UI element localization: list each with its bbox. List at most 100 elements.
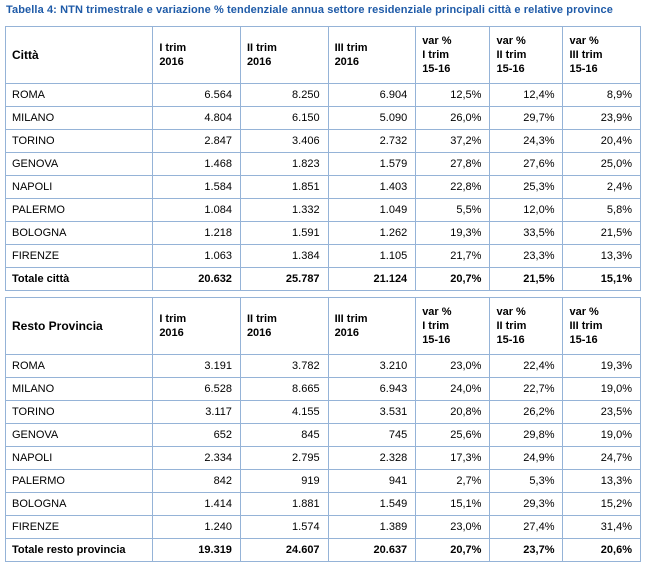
cell-value: 23,3% [489, 244, 564, 268]
row-label: NAPOLI [4, 446, 154, 470]
cell-value: 845 [239, 423, 329, 447]
cell-value: 29,3% [489, 492, 564, 516]
province-table: Resto Provincia I trim 2016 II trim 2016… [4, 297, 641, 562]
cell-value: 2,7% [415, 469, 491, 493]
cell-value: 21,5% [562, 221, 641, 245]
cell-value: 3.531 [327, 400, 417, 424]
total-value: 20.637 [327, 538, 417, 562]
cell-value: 24,9% [489, 446, 564, 470]
city-table: Città I trim 2016 II trim 2016 III trim … [4, 26, 641, 291]
table-caption: Tabella 4: NTN trimestrale e variazione … [6, 4, 613, 16]
header-var-ii-trim: var % II trim 15-16 [489, 297, 564, 355]
cell-value: 1.218 [152, 221, 241, 245]
cell-value: 1.384 [239, 244, 329, 268]
total-value: 20,6% [562, 538, 641, 562]
cell-value: 1.851 [239, 175, 329, 199]
cell-value: 3.210 [327, 354, 417, 378]
cell-value: 37,2% [415, 129, 491, 153]
cell-value: 3.117 [152, 400, 241, 424]
row-label: TORINO [4, 400, 154, 424]
cell-value: 1.389 [327, 515, 417, 539]
cell-value: 25,0% [562, 152, 641, 176]
cell-value: 1.591 [239, 221, 329, 245]
cell-value: 3.191 [152, 354, 241, 378]
cell-value: 19,0% [562, 423, 641, 447]
table-row: FIRENZE 1.240 1.574 1.389 23,0% 27,4% 31… [4, 515, 641, 539]
cell-value: 29,8% [489, 423, 564, 447]
total-value: 15,1% [562, 267, 641, 291]
header-i-trim-2016: I trim 2016 [152, 26, 241, 84]
row-label: MILANO [4, 106, 154, 130]
cell-value: 25,3% [489, 175, 564, 199]
cell-value: 26,2% [489, 400, 564, 424]
cell-value: 2,4% [562, 175, 641, 199]
header-resto-provincia: Resto Provincia [4, 297, 154, 355]
table-row: TORINO 3.117 4.155 3.531 20,8% 26,2% 23,… [4, 400, 641, 424]
row-label: FIRENZE [4, 515, 154, 539]
cell-value: 21,7% [415, 244, 491, 268]
header-var-iii-trim: var % III trim 15-16 [562, 26, 641, 84]
cell-value: 842 [152, 469, 241, 493]
header-iii-trim-2016: III trim 2016 [327, 26, 417, 84]
cell-value: 1.063 [152, 244, 241, 268]
header-var-ii-trim: var % II trim 15-16 [489, 26, 564, 84]
row-label: GENOVA [4, 152, 154, 176]
cell-value: 12,4% [489, 83, 564, 107]
total-row-resto-provincia: Totale resto provincia 19.319 24.607 20.… [4, 538, 641, 562]
cell-value: 1.823 [239, 152, 329, 176]
cell-value: 2.328 [327, 446, 417, 470]
cell-value: 26,0% [415, 106, 491, 130]
cell-value: 2.847 [152, 129, 241, 153]
cell-value: 20,4% [562, 129, 641, 153]
table-row: MILANO 4.804 6.150 5.090 26,0% 29,7% 23,… [4, 106, 641, 130]
table-row: NAPOLI 1.584 1.851 1.403 22,8% 25,3% 2,4… [4, 175, 641, 199]
cell-value: 5,3% [489, 469, 564, 493]
table-row: BOLOGNA 1.414 1.881 1.549 15,1% 29,3% 15… [4, 492, 641, 516]
cell-value: 12,5% [415, 83, 491, 107]
cell-value: 1.403 [327, 175, 417, 199]
cell-value: 2.795 [239, 446, 329, 470]
cell-value: 19,3% [415, 221, 491, 245]
total-value: 25.787 [239, 267, 329, 291]
cell-value: 23,0% [415, 354, 491, 378]
table-row: PALERMO 842 919 941 2,7% 5,3% 13,3% [4, 469, 641, 493]
table-row: NAPOLI 2.334 2.795 2.328 17,3% 24,9% 24,… [4, 446, 641, 470]
cell-value: 6.150 [239, 106, 329, 130]
total-label: Totale resto provincia [4, 538, 154, 562]
header-citta: Città [4, 26, 154, 84]
cell-value: 6.564 [152, 83, 241, 107]
header-i-trim-2016: I trim 2016 [152, 297, 241, 355]
total-value: 20,7% [415, 267, 491, 291]
row-label: ROMA [4, 83, 154, 107]
total-value: 24.607 [239, 538, 329, 562]
cell-value: 24,0% [415, 377, 491, 401]
header-ii-trim-2016: II trim 2016 [239, 297, 329, 355]
table-row: TORINO 2.847 3.406 2.732 37,2% 24,3% 20,… [4, 129, 641, 153]
cell-value: 23,9% [562, 106, 641, 130]
cell-value: 8.665 [239, 377, 329, 401]
total-value: 19.319 [152, 538, 241, 562]
city-table-header-row: Città I trim 2016 II trim 2016 III trim … [4, 26, 641, 84]
header-var-iii-trim: var % III trim 15-16 [562, 297, 641, 355]
row-label: ROMA [4, 354, 154, 378]
row-label: BOLOGNA [4, 492, 154, 516]
row-label: FIRENZE [4, 244, 154, 268]
total-value: 21,5% [489, 267, 564, 291]
cell-value: 1.049 [327, 198, 417, 222]
cell-value: 8,9% [562, 83, 641, 107]
table-row: MILANO 6.528 8.665 6.943 24,0% 22,7% 19,… [4, 377, 641, 401]
cell-value: 2.732 [327, 129, 417, 153]
table-row: ROMA 6.564 8.250 6.904 12,5% 12,4% 8,9% [4, 83, 641, 107]
header-iii-trim-2016: III trim 2016 [327, 297, 417, 355]
cell-value: 1.468 [152, 152, 241, 176]
cell-value: 22,7% [489, 377, 564, 401]
cell-value: 15,2% [562, 492, 641, 516]
cell-value: 15,1% [415, 492, 491, 516]
header-var-i-trim: var % I trim 15-16 [415, 297, 491, 355]
cell-value: 6.904 [327, 83, 417, 107]
cell-value: 29,7% [489, 106, 564, 130]
row-label: TORINO [4, 129, 154, 153]
cell-value: 23,0% [415, 515, 491, 539]
table-row: PALERMO 1.084 1.332 1.049 5,5% 12,0% 5,8… [4, 198, 641, 222]
cell-value: 1.262 [327, 221, 417, 245]
